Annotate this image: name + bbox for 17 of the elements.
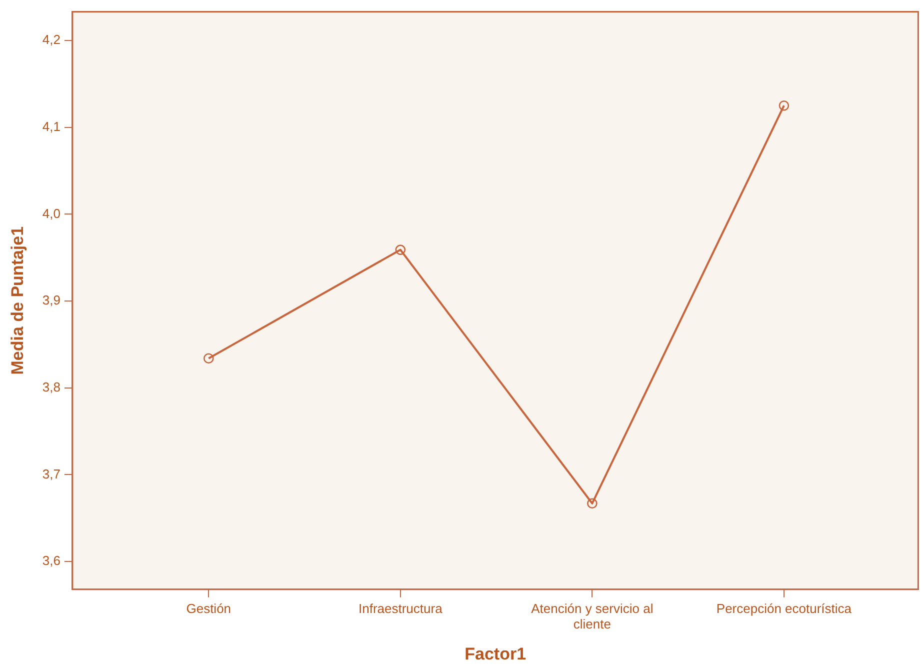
x-axis-title: Factor1 bbox=[464, 644, 526, 664]
y-tick-label: 4,1 bbox=[42, 118, 60, 134]
x-tick-label: Gestión bbox=[186, 600, 232, 616]
y-axis-title: Media de Puntaje1 bbox=[8, 226, 27, 375]
point bbox=[587, 498, 598, 509]
y-tick-label: 4,0 bbox=[42, 206, 60, 221]
x-tick-label: Percepción ecoturística bbox=[716, 600, 852, 616]
point bbox=[778, 100, 790, 111]
y-tick-label: 3,8 bbox=[42, 379, 60, 394]
point bbox=[395, 244, 406, 255]
x-tick-label: Atención y servicio al cliente bbox=[531, 600, 654, 632]
x-tick-label: Infraestructura bbox=[358, 600, 444, 616]
y-tick-label: 3,9 bbox=[42, 292, 60, 308]
y-tick-label: 3,7 bbox=[42, 466, 60, 482]
y-tick-label: 4,2 bbox=[42, 32, 60, 48]
y-tick-label: 3,6 bbox=[42, 553, 60, 568]
point bbox=[203, 353, 214, 364]
